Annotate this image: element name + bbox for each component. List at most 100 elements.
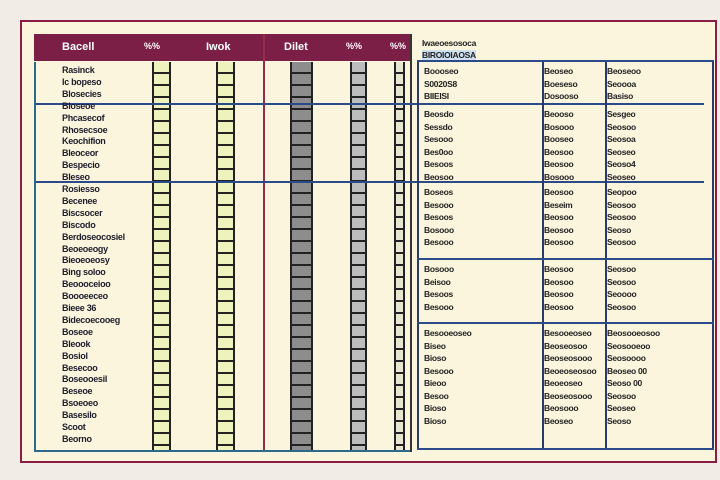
row-label[interactable]: Bespecio [62,160,100,171]
right-cell[interactable]: Besoo [424,390,449,401]
row-label[interactable]: Bleseo [62,172,90,183]
right-cell[interactable]: Sesgeo [607,109,636,119]
row-label[interactable]: Bosiol [62,350,88,361]
right-cell[interactable]: Besooo [424,237,454,247]
cell-column-1[interactable] [152,62,171,451]
row-label[interactable]: Bing soloo [62,267,106,278]
right-cell[interactable]: Sessdo [424,121,453,132]
right-cell[interactable]: Beosdo [424,109,454,119]
right-cell[interactable]: Seoooa [607,78,636,89]
right-cell[interactable]: Beosoo [544,237,574,247]
row-label[interactable]: Bieee 36 [62,303,97,313]
row-label[interactable]: Rosiesso [62,184,100,194]
right-cell[interactable]: Seosoo [607,390,636,401]
row-label[interactable]: Boseooesil [62,374,108,385]
cell-column-5[interactable] [394,62,405,451]
right-cell[interactable]: S0020S8 [424,78,457,89]
row-label[interactable]: Scoot [62,422,86,432]
right-cell[interactable]: Bosooo [424,224,454,235]
right-cell[interactable]: Bosooo [544,171,574,182]
right-cell[interactable]: Bieoo [424,378,447,388]
right-cell[interactable]: Seosoo [607,301,636,312]
row-label[interactable]: Bleook [62,338,91,349]
right-cell[interactable]: Boeseso [544,78,578,89]
right-cell[interactable]: Seoso [607,224,632,235]
row-label[interactable]: Basesilo [62,410,97,421]
right-cell[interactable]: Boseos [424,187,453,197]
right-cell[interactable]: Beooso [544,109,574,119]
row-label[interactable]: Keochifion [62,136,106,147]
header-col-pct1[interactable]: %% [144,41,161,51]
right-cell[interactable]: Seosoa [607,134,636,144]
right-cell[interactable]: Bioso [424,353,447,363]
row-label[interactable]: Bleoceor [62,148,99,159]
right-cell[interactable]: Booseo [544,134,574,144]
row-label[interactable]: Bieoeoeosy [62,255,110,266]
right-cell[interactable]: Beosoo [544,187,574,197]
row-label[interactable]: Beorno [62,433,92,444]
right-cell[interactable]: Bosooo [424,264,454,274]
right-cell[interactable]: Beoseo [544,66,573,76]
right-cell[interactable]: Basiso [607,91,634,101]
header-col-pct2[interactable]: %% [346,41,363,51]
right-cell[interactable]: Besoos [424,159,453,169]
right-cell[interactable]: Besoos [424,212,453,222]
row-label[interactable]: Besecoo [62,362,98,373]
row-label[interactable]: Phcasecof [62,112,105,123]
right-cell[interactable]: Seopoo [607,187,637,197]
right-cell[interactable]: Beosoo [544,146,574,157]
right-cell[interactable]: Beosooo [544,403,579,413]
right-cell[interactable]: Besooeoseo [424,328,472,338]
right-cell[interactable]: Seosoooo [607,353,646,363]
right-cell[interactable]: Beosoo [544,276,574,287]
right-cell[interactable]: Beosoo [544,289,574,299]
row-label[interactable]: Ic bopeso [62,76,102,87]
row-label[interactable]: Beseoe [62,386,93,397]
right-cell[interactable]: Seosoo [607,264,636,274]
header-col-pct3[interactable]: %% [390,41,407,51]
row-label[interactable]: Rasinck [62,65,95,75]
right-cell[interactable]: Bosooo [544,121,574,132]
right-cell[interactable]: Beisoo [424,276,451,287]
right-cell[interactable]: Beoseosooo [544,390,593,401]
cell-column-3[interactable] [290,62,313,451]
right-cell[interactable]: Beosoo [544,224,574,235]
row-label[interactable]: Becenee [62,195,97,206]
right-cell[interactable]: Seoseo [607,403,636,413]
right-cell[interactable]: Bes0oo [424,146,453,157]
right-cell[interactable]: Beoeoseo [544,378,583,388]
right-cell[interactable]: Besooo [424,301,454,312]
right-cell[interactable]: Beoseo 00 [607,365,647,376]
cell-column-4[interactable] [350,62,367,451]
row-label[interactable]: Boooeeceo [62,291,108,302]
row-label[interactable]: Berdoseocosiel [62,231,125,242]
row-label[interactable]: Biscsocer [62,207,103,218]
right-cell[interactable]: Dosooso [544,91,579,101]
right-cell[interactable]: Seoso 00 [607,378,642,388]
right-cell[interactable]: Beoseo [544,415,573,426]
right-cell[interactable]: Seosoo [607,237,636,247]
row-label[interactable]: Bloseoe [62,100,95,111]
right-cell[interactable]: Seoseo [607,171,636,182]
right-cell[interactable]: Besooo [424,199,454,210]
right-cell[interactable]: Beoseosoo [544,340,588,351]
right-cell[interactable]: Beosoo [544,301,574,312]
right-cell[interactable]: Beoseosooo [544,353,593,363]
row-label[interactable]: Rhosecsoe [62,124,108,135]
right-cell[interactable]: Biseo [424,340,446,351]
right-cell[interactable]: Seosoo [607,276,636,287]
right-cell[interactable]: Seoseo [607,146,636,157]
right-cell[interactable]: Boooseo [424,66,459,76]
right-cell[interactable]: Bioso [424,403,447,413]
right-cell[interactable]: Besooo [424,365,454,376]
row-label[interactable]: Blosecies [62,88,102,99]
header-col-iwok[interactable]: Iwok [206,41,231,53]
header-col-name[interactable]: Bacell [62,41,95,53]
right-cell[interactable]: Beoeoseosoo [544,365,597,376]
right-cell[interactable]: Bioso [424,415,447,426]
row-label[interactable]: Bsoeoeo [62,398,98,409]
row-label[interactable]: Biscodo [62,219,96,230]
row-label[interactable]: Bidecoecooeg [62,314,120,325]
right-cell[interactable]: Seoooo [607,289,637,299]
right-cell[interactable]: Seosoo [607,199,636,210]
